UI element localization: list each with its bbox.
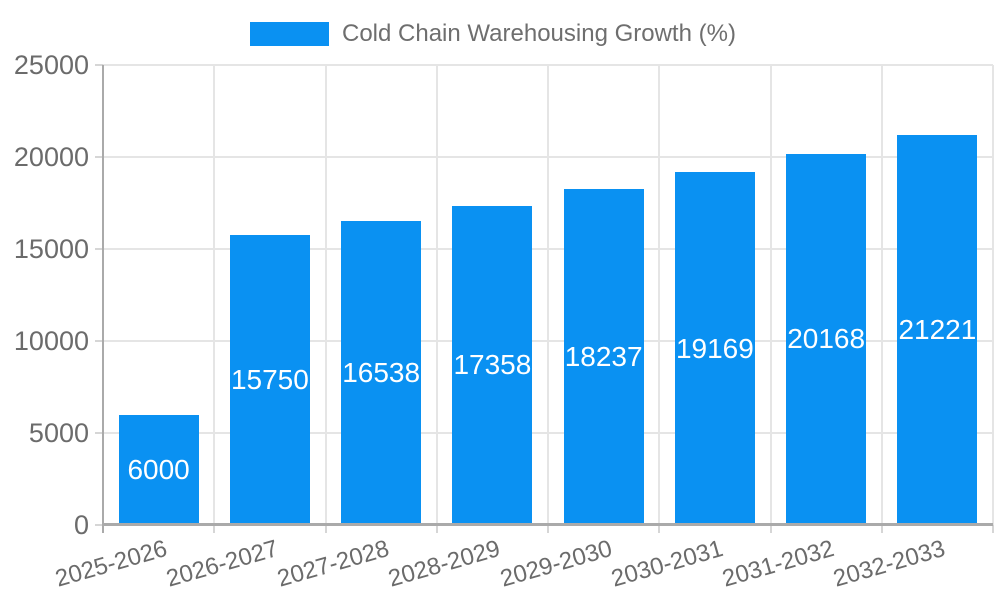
legend-swatch	[250, 22, 329, 46]
bar[interactable]: 6000	[118, 414, 199, 525]
bar-value-label: 15750	[230, 364, 309, 396]
y-tick-mark	[95, 524, 103, 526]
bar[interactable]: 17358	[452, 205, 533, 525]
bar[interactable]: 15750	[229, 235, 310, 525]
bar[interactable]: 19169	[674, 172, 755, 525]
bar[interactable]: 21221	[897, 134, 978, 525]
bar-value-label: 21221	[898, 313, 977, 345]
x-tick-mark	[547, 525, 549, 533]
y-tick-mark	[95, 64, 103, 66]
bar[interactable]: 18237	[563, 189, 644, 525]
x-gridline	[547, 65, 549, 525]
y-tick-label: 20000	[13, 142, 89, 172]
bar-value-label: 18237	[564, 341, 643, 373]
bar[interactable]: 20168	[786, 153, 867, 525]
y-tick-mark	[95, 248, 103, 250]
y-axis-line	[102, 65, 104, 533]
x-gridline	[880, 65, 883, 525]
y-tick-label: 0	[73, 510, 89, 540]
y-tick-mark	[95, 340, 103, 342]
x-gridline	[435, 65, 438, 525]
y-tick-label: 15000	[13, 234, 89, 264]
legend-item[interactable]: Cold Chain Warehousing Growth (%)	[250, 20, 736, 48]
x-gridline	[769, 65, 772, 525]
bar-value-label: 16538	[342, 356, 421, 388]
bar-value-label: 19169	[675, 332, 754, 364]
x-tick-mark	[769, 525, 772, 533]
x-tick-mark	[992, 525, 994, 533]
x-gridline	[324, 65, 327, 525]
x-tick-mark	[880, 525, 883, 533]
y-tick-mark	[95, 432, 103, 434]
bar-value-label: 6000	[127, 453, 190, 485]
x-gridline	[992, 65, 994, 525]
y-tick-label: 25000	[13, 50, 89, 80]
x-gridline	[658, 65, 661, 525]
x-tick-mark	[658, 525, 661, 533]
x-tick-mark	[324, 525, 327, 533]
x-axis-line	[103, 523, 993, 526]
x-tick-mark	[213, 525, 216, 533]
y-tick-label: 5000	[28, 418, 89, 448]
bar-value-label: 20168	[787, 323, 866, 355]
x-tick-mark	[435, 525, 438, 533]
x-gridline	[213, 65, 216, 525]
bar[interactable]: 16538	[341, 220, 422, 525]
y-tick-label: 10000	[13, 326, 89, 356]
y-tick-mark	[95, 156, 103, 158]
legend-label: Cold Chain Warehousing Growth (%)	[342, 20, 736, 47]
bar-value-label: 17358	[453, 349, 532, 381]
legend: Cold Chain Warehousing Growth (%)	[250, 20, 736, 48]
